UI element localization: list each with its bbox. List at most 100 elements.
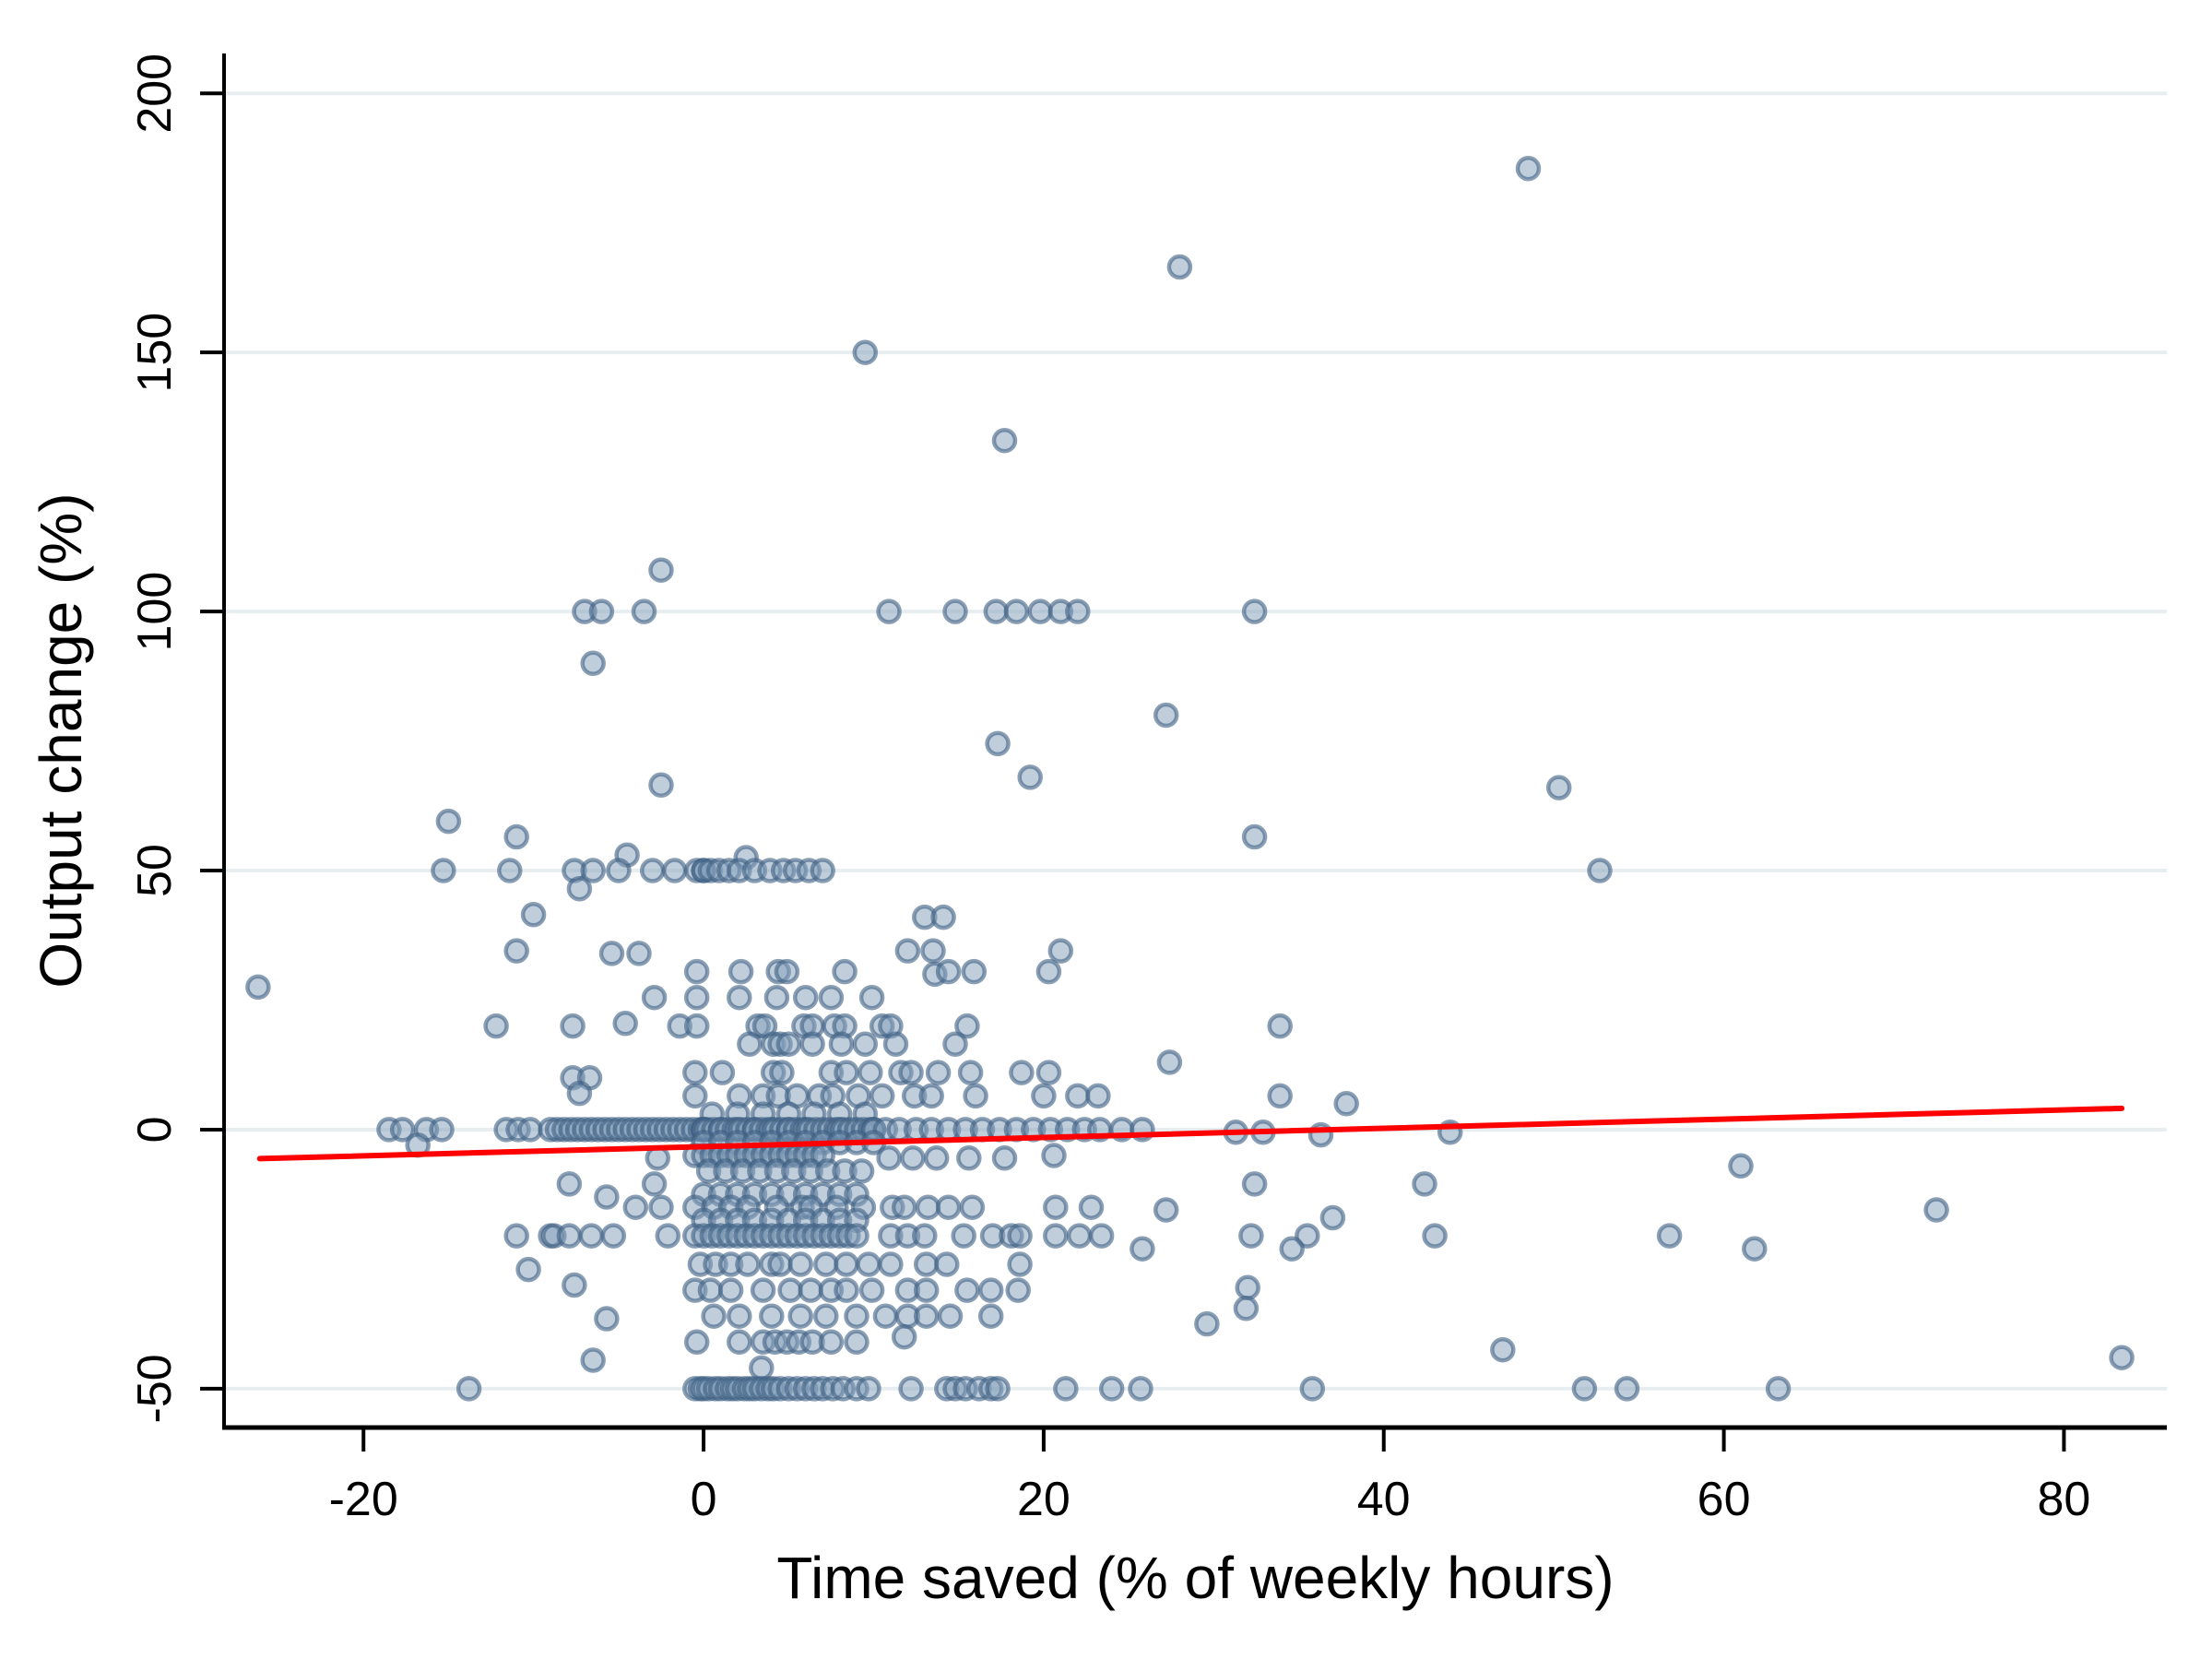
data-point <box>701 1303 727 1329</box>
y-tick-label: -50 <box>128 1354 182 1423</box>
data-point <box>858 984 885 1011</box>
data-point <box>1035 1060 1062 1085</box>
data-point <box>1490 1336 1516 1363</box>
data-point <box>727 984 752 1011</box>
data-point <box>957 1060 984 1085</box>
data-point <box>878 1251 904 1277</box>
data-point <box>503 938 529 964</box>
data-point <box>977 1303 1004 1329</box>
data-point <box>876 598 902 624</box>
data-point <box>951 1223 976 1249</box>
data-point <box>832 958 858 985</box>
data-point <box>683 1329 710 1356</box>
data-point <box>1194 1310 1220 1337</box>
data-point <box>1005 1277 1031 1303</box>
data-point <box>844 1329 869 1356</box>
x-tick-label: 60 <box>1697 1473 1751 1526</box>
y-tick-label: 100 <box>128 572 182 652</box>
data-point <box>683 958 710 985</box>
data-point <box>503 1223 529 1249</box>
x-tick-label: 40 <box>1357 1473 1411 1526</box>
data-point <box>828 1031 855 1057</box>
data-point <box>1923 1197 1949 1223</box>
data-point <box>648 772 674 799</box>
data-point <box>818 1329 845 1356</box>
x-axis-ticks: -20 0 20 40 60 80 <box>329 1428 2090 1526</box>
data-point <box>1515 155 1542 182</box>
data-point <box>1043 1223 1069 1249</box>
data-point <box>935 1194 962 1220</box>
data-point <box>1047 938 1074 964</box>
data-point <box>913 1251 940 1277</box>
data-point <box>1009 1060 1035 1085</box>
data-point <box>598 941 625 966</box>
data-point <box>1238 1223 1264 1249</box>
data-point <box>588 598 615 624</box>
data-point <box>913 1303 940 1329</box>
data-points-layer <box>245 155 2135 1402</box>
y-axis-title: Output change (%) <box>28 492 94 988</box>
data-point <box>1319 1204 1346 1231</box>
data-point <box>580 1347 606 1373</box>
data-point <box>856 1251 881 1277</box>
data-point <box>1156 1049 1183 1075</box>
data-point <box>1053 1376 1079 1402</box>
data-point <box>858 1060 883 1085</box>
data-point <box>483 1013 509 1039</box>
data-point <box>566 1080 593 1107</box>
data-point <box>1043 1194 1069 1220</box>
data-point <box>455 1376 482 1402</box>
data-point <box>683 984 710 1011</box>
data-point <box>612 1011 638 1037</box>
data-point <box>1085 1083 1111 1109</box>
data-point <box>1241 824 1268 850</box>
data-point <box>735 1251 761 1277</box>
data-point <box>1656 1223 1683 1249</box>
data-point <box>813 1251 839 1277</box>
data-point <box>1007 1223 1033 1249</box>
regression-fit-line <box>256 1105 2125 1162</box>
x-tick-label: -20 <box>329 1473 398 1526</box>
data-point <box>622 1194 649 1220</box>
data-point <box>560 1013 586 1039</box>
data-point <box>1233 1296 1260 1321</box>
data-point <box>578 1223 605 1249</box>
data-point <box>709 1060 736 1085</box>
data-point <box>580 650 606 677</box>
data-point <box>882 1031 909 1057</box>
data-point <box>1065 1083 1091 1109</box>
data-point <box>1088 1223 1115 1249</box>
data-point <box>1412 1171 1437 1197</box>
data-point <box>1742 1236 1768 1262</box>
data-point <box>697 1277 724 1303</box>
data-point <box>961 958 988 985</box>
data-point <box>655 1223 681 1249</box>
data-point <box>661 858 688 883</box>
data-point <box>876 1145 902 1171</box>
data-point <box>515 1256 541 1283</box>
data-point <box>872 1303 899 1329</box>
data-point <box>894 938 921 964</box>
axes-layer <box>222 53 2167 1430</box>
data-point <box>898 1376 924 1402</box>
data-point <box>727 1329 752 1356</box>
data-point <box>1267 1083 1293 1109</box>
data-point <box>767 1251 793 1277</box>
data-point <box>920 938 946 964</box>
data-point <box>898 1060 924 1085</box>
data-point <box>918 1083 944 1109</box>
y-tick-label: 200 <box>128 53 182 134</box>
data-point <box>503 824 529 850</box>
data-point <box>985 730 1011 757</box>
data-point <box>683 1013 710 1039</box>
data-point <box>749 1355 775 1381</box>
data-point <box>1066 1223 1093 1249</box>
data-point <box>594 1184 620 1210</box>
data-point <box>1128 1376 1153 1402</box>
data-point <box>1065 598 1091 624</box>
data-point <box>606 858 632 883</box>
data-point <box>810 858 835 883</box>
x-tick-label: 20 <box>1017 1473 1071 1526</box>
data-point <box>798 1277 823 1303</box>
